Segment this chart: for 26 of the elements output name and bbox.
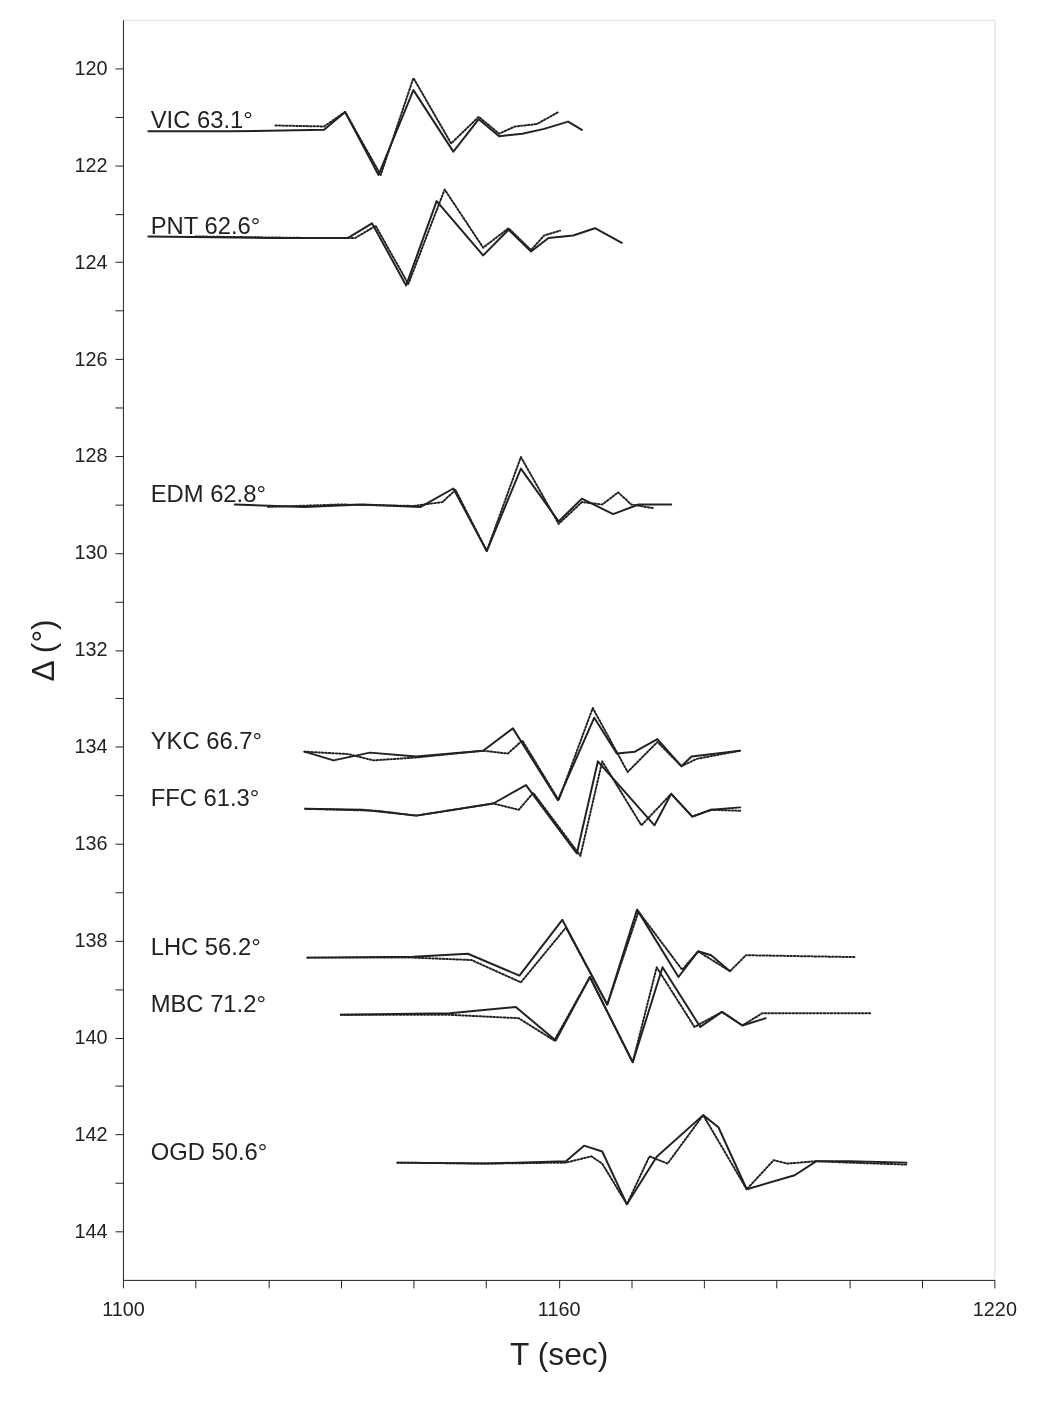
y-tick-label: 126 [74, 347, 108, 370]
y-tick-label: 142 [74, 1122, 108, 1145]
y-tick-label: 122 [74, 153, 108, 176]
y-tick-label: 140 [74, 1026, 108, 1049]
y-tick-label: 120 [74, 56, 108, 79]
y-tick-label: 132 [74, 638, 108, 661]
y-tick-label: 128 [74, 444, 108, 467]
annotation: OGD 50.6° [150, 1137, 268, 1165]
annotation: YKC 66.7° [150, 726, 262, 754]
y-tick-label: 138 [74, 929, 108, 952]
annotation: LHC 56.2° [150, 932, 261, 960]
x-tick-label: 1160 [537, 1298, 581, 1321]
annotation: PNT 62.6° [150, 211, 261, 239]
y-tick-label: 124 [74, 250, 108, 273]
y-tick-label: 136 [74, 832, 108, 855]
annotation: FFC 61.3° [150, 783, 260, 811]
annotation: EDM 62.8° [150, 479, 266, 507]
y-tick-label: 134 [74, 735, 108, 758]
x-tick-label: 1220 [972, 1298, 1017, 1321]
x-tick-label: 1100 [102, 1298, 145, 1321]
annotation: VIC 63.1° [150, 106, 253, 134]
y-axis-title: Δ (°) [24, 619, 61, 682]
annotation: MBC 71.2° [150, 989, 266, 1017]
y-tick-label: 144 [74, 1219, 108, 1242]
y-tick-label: 130 [74, 541, 108, 564]
x-axis-title: T (sec) [510, 1335, 609, 1372]
